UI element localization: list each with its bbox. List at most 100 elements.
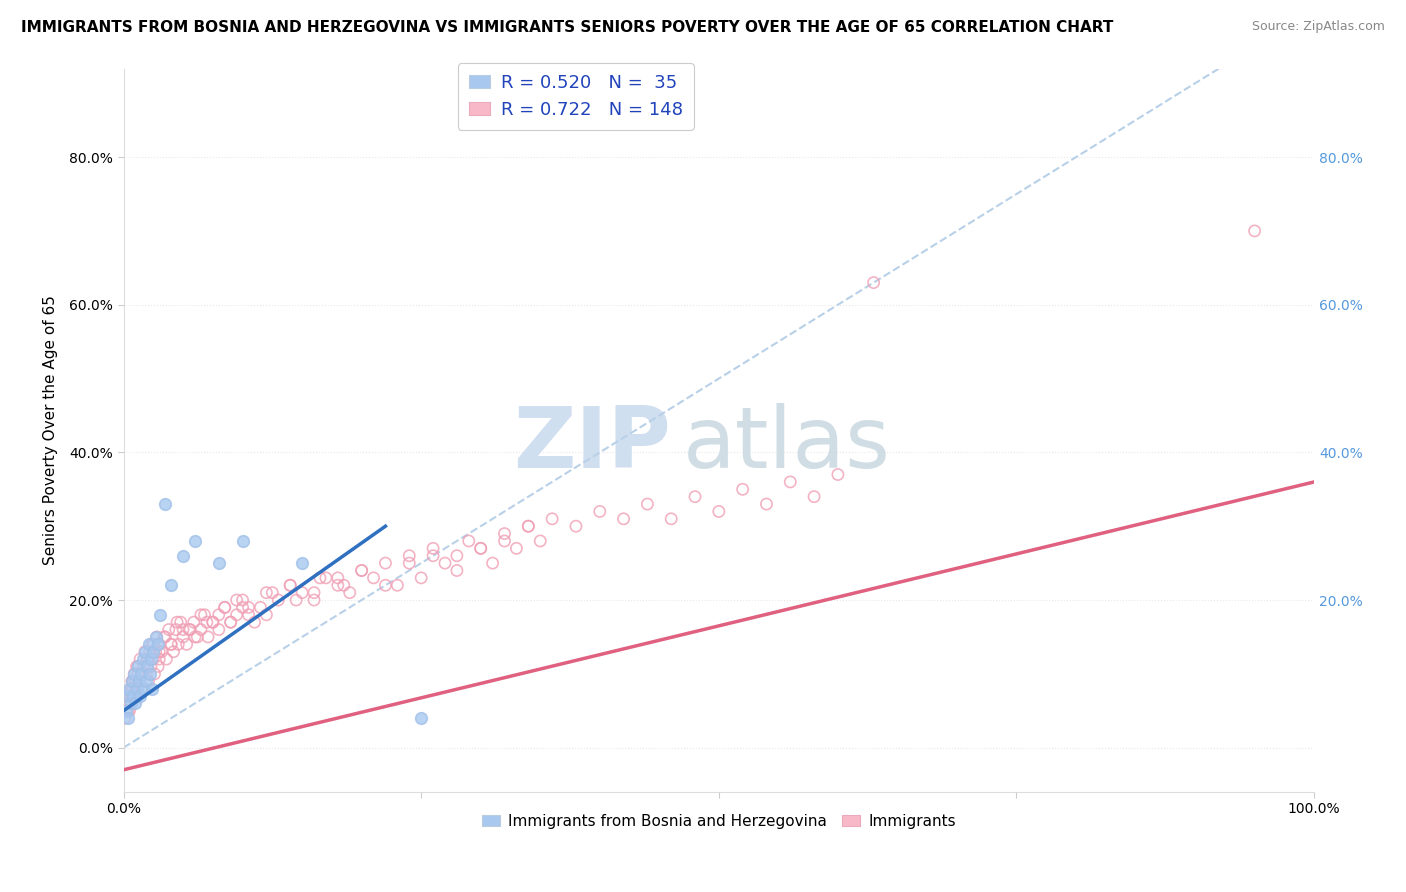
Point xyxy=(285,593,308,607)
Point xyxy=(157,623,180,637)
Point xyxy=(166,615,188,630)
Point xyxy=(131,681,153,696)
Point xyxy=(138,666,160,681)
Point xyxy=(127,659,149,673)
Point xyxy=(115,689,138,703)
Point xyxy=(143,666,166,681)
Point xyxy=(302,593,325,607)
Point xyxy=(128,674,150,689)
Point xyxy=(115,697,138,711)
Point xyxy=(115,704,138,718)
Point xyxy=(148,645,170,659)
Point xyxy=(118,704,141,718)
Point xyxy=(142,637,165,651)
Point xyxy=(160,637,183,651)
Point xyxy=(146,630,169,644)
Point xyxy=(139,652,162,666)
Point xyxy=(350,564,373,578)
Point xyxy=(589,504,612,518)
Point xyxy=(326,578,349,592)
Point xyxy=(121,689,143,703)
Point xyxy=(517,519,540,533)
Point xyxy=(184,533,207,548)
Point xyxy=(363,571,385,585)
Point xyxy=(193,607,215,622)
Point xyxy=(125,681,148,696)
Point xyxy=(128,674,150,689)
Point xyxy=(470,541,492,556)
Point xyxy=(190,623,212,637)
Point xyxy=(350,564,373,578)
Point xyxy=(124,674,146,689)
Point xyxy=(232,600,254,615)
Point xyxy=(160,637,183,651)
Point xyxy=(145,630,167,644)
Point xyxy=(146,637,169,651)
Point xyxy=(827,467,849,482)
Point xyxy=(195,615,218,630)
Point xyxy=(142,645,165,659)
Text: ZIP: ZIP xyxy=(513,403,671,486)
Point xyxy=(208,607,231,622)
Point xyxy=(136,659,159,673)
Point xyxy=(219,615,242,630)
Point xyxy=(120,681,142,696)
Text: atlas: atlas xyxy=(683,403,891,486)
Point xyxy=(238,607,260,622)
Point xyxy=(122,666,145,681)
Point xyxy=(494,533,516,548)
Point xyxy=(494,526,516,541)
Point xyxy=(446,549,468,563)
Point xyxy=(124,697,146,711)
Point xyxy=(433,556,456,570)
Point xyxy=(148,652,170,666)
Point xyxy=(118,689,141,703)
Point xyxy=(731,483,754,497)
Point xyxy=(118,681,141,696)
Point xyxy=(177,623,200,637)
Point xyxy=(122,681,145,696)
Point xyxy=(117,704,139,718)
Point xyxy=(517,519,540,533)
Point xyxy=(121,674,143,689)
Point xyxy=(153,630,176,644)
Point xyxy=(153,497,176,511)
Point xyxy=(302,585,325,599)
Point xyxy=(129,652,152,666)
Point xyxy=(398,549,420,563)
Point xyxy=(411,711,433,725)
Point xyxy=(122,689,145,703)
Point xyxy=(118,697,141,711)
Point xyxy=(127,659,149,673)
Point xyxy=(214,600,236,615)
Point xyxy=(148,637,170,651)
Point xyxy=(803,490,825,504)
Point xyxy=(214,600,236,615)
Point xyxy=(529,533,551,548)
Point xyxy=(135,674,157,689)
Point xyxy=(138,674,160,689)
Point xyxy=(291,556,314,570)
Point xyxy=(172,623,194,637)
Point xyxy=(254,607,277,622)
Point xyxy=(333,578,356,592)
Point xyxy=(139,659,162,673)
Point xyxy=(197,630,219,644)
Point xyxy=(127,666,149,681)
Point xyxy=(208,556,231,570)
Point xyxy=(131,666,153,681)
Point xyxy=(565,519,588,533)
Point xyxy=(707,504,730,518)
Point xyxy=(398,556,420,570)
Point xyxy=(124,689,146,703)
Point xyxy=(201,615,224,630)
Point xyxy=(134,645,156,659)
Point xyxy=(121,681,143,696)
Point xyxy=(254,585,277,599)
Point xyxy=(755,497,778,511)
Point xyxy=(1243,224,1265,238)
Point xyxy=(122,674,145,689)
Point xyxy=(278,578,301,592)
Point xyxy=(114,711,136,725)
Point xyxy=(136,652,159,666)
